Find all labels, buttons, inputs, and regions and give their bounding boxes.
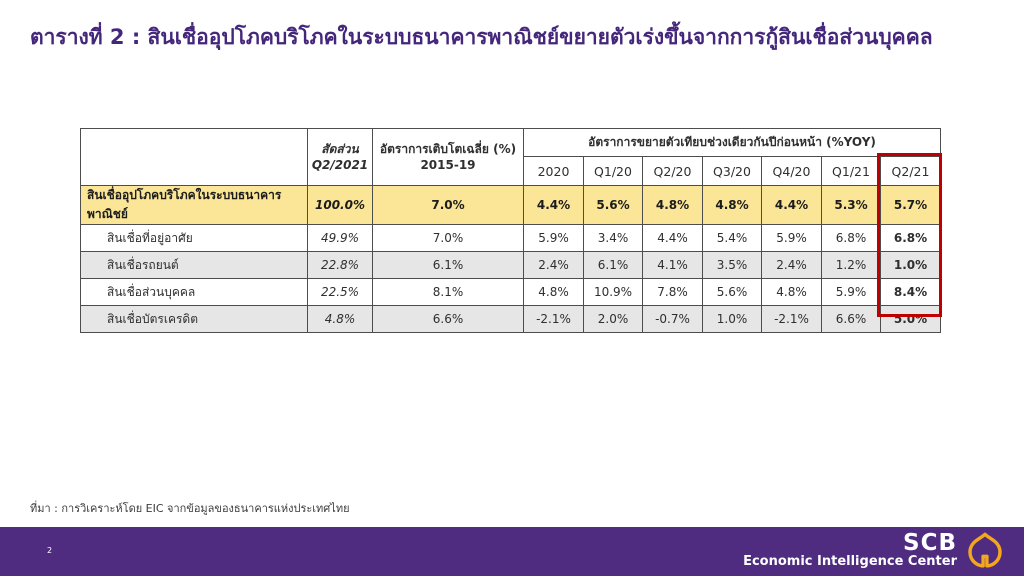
yoy-value: -2.1% [761, 305, 822, 333]
avg-growth-value: 7.0% [372, 224, 524, 252]
yoy-value: 4.4% [642, 224, 703, 252]
quarter-column-header: Q1/21 [821, 156, 881, 186]
share-header-line1: สัดส่วน [321, 142, 359, 156]
credit-table-zone: สัดส่วน Q2/2021 อัตราการเติบโตเฉลี่ย (%)… [80, 128, 944, 333]
yoy-value: 6.8% [821, 224, 881, 252]
credit-type-label: สินเชื่อที่อยู่อาศัย [80, 224, 308, 252]
quarter-column-header: Q3/20 [702, 156, 762, 186]
yoy-value: 1.0% [702, 305, 762, 333]
yoy-value: 2.4% [761, 251, 822, 279]
table-row: สินเชื่อรถยนต์ 22.8% 6.1% 2.4% 6.1% 4.1% 3.5% 2… [80, 251, 941, 279]
quarter-column-header: Q2/21 [880, 156, 941, 186]
page-title: ตารางที่ 2 : สินเชื่ออุปโภคบริโภคในระบบธ… [30, 25, 933, 49]
yoy-value: 5.3% [821, 185, 881, 225]
avg-growth-column-header: อัตราการเติบโตเฉลี่ย (%) 2015-19 [372, 128, 524, 186]
header-row-top: สัดส่วน Q2/2021 อัตราการเติบโตเฉลี่ย (%)… [80, 128, 941, 186]
credit-type-label: สินเชื่อบัตรเครดิต [80, 305, 308, 333]
quarter-header-row: 2020 Q1/20 Q2/20 Q3/20 Q4/20 Q1/21 Q2/21 [81, 156, 941, 186]
yoy-value: 4.8% [523, 278, 584, 306]
yoy-value: 2.4% [523, 251, 584, 279]
yoy-value: 4.8% [761, 278, 822, 306]
avg-growth-value: 7.0% [372, 185, 524, 225]
yoy-value: -2.1% [523, 305, 584, 333]
avg-growth-value: 8.1% [372, 278, 524, 306]
yoy-value: 5.0% [880, 305, 941, 333]
share-value: 22.5% [307, 278, 373, 306]
table-row: สินเชื่ออุปโภคบริโภคในระบบธนาคารพาณิชย์ 1… [80, 185, 941, 225]
avg-growth-value: 6.6% [372, 305, 524, 333]
brand-text: SCB Economic Intelligence Center [743, 530, 957, 570]
eic-label: Economic Intelligence Center [743, 554, 957, 569]
yoy-value: 4.4% [761, 185, 822, 225]
avg-growth-header-line1: อัตราการเติบโตเฉลี่ย (%) [379, 142, 517, 156]
yoy-group-header: อัตราการขยายตัวเทียบช่วงเดียวกันปีก่อนหน… [523, 128, 941, 157]
yoy-value: 4.1% [642, 251, 703, 279]
table-row: สินเชื่อส่วนบุคคล 22.5% 8.1% 4.8% 10.9% 7.8% 5… [80, 278, 941, 306]
yoy-value: 3.5% [702, 251, 762, 279]
share-value: 22.8% [307, 251, 373, 279]
yoy-value: 7.8% [642, 278, 703, 306]
table-body: สินเชื่ออุปโภคบริโภคในระบบธนาคารพาณิชย์ 1… [80, 185, 941, 333]
share-header-line2: Q2/2021 [311, 158, 369, 172]
quarter-column-header: Q4/20 [761, 156, 822, 186]
share-value: 100.0% [307, 185, 373, 225]
yoy-value: 5.9% [761, 224, 822, 252]
corner-empty-cell [80, 128, 308, 186]
share-value: 4.8% [307, 305, 373, 333]
table-row: สินเชื่อที่อยู่อาศัย 49.9% 7.0% 5.9% 3.4% 4.4… [80, 224, 941, 252]
credit-type-label: สินเชื่อรถยนต์ [80, 251, 308, 279]
share-value: 49.9% [307, 224, 373, 252]
yoy-value: 4.8% [642, 185, 703, 225]
credit-type-label: สินเชื่ออุปโภคบริโภคในระบบธนาคารพาณิชย์ [80, 185, 308, 225]
avg-growth-value: 6.1% [372, 251, 524, 279]
yoy-value: 5.6% [702, 278, 762, 306]
yoy-value: 5.9% [821, 278, 881, 306]
yoy-value: 1.0% [880, 251, 941, 279]
yoy-value: 2.0% [583, 305, 643, 333]
yoy-value: 5.9% [523, 224, 584, 252]
scb-logo-icon [968, 532, 1002, 568]
yoy-value: 5.7% [880, 185, 941, 225]
yoy-value: 4.4% [523, 185, 584, 225]
yoy-value: 6.6% [821, 305, 881, 333]
quarter-column-header: Q1/20 [583, 156, 643, 186]
yoy-value: 5.4% [702, 224, 762, 252]
yoy-value: 8.4% [880, 278, 941, 306]
brand-block: SCB Economic Intelligence Center [743, 532, 1004, 570]
yoy-value: 10.9% [583, 278, 643, 306]
quarter-column-header: Q2/20 [642, 156, 703, 186]
credit-type-label: สินเชื่อส่วนบุคคล [80, 278, 308, 306]
share-column-header: สัดส่วน Q2/2021 [307, 128, 373, 186]
yoy-value: 1.2% [821, 251, 881, 279]
quarter-column-header: 2020 [523, 156, 584, 186]
avg-growth-header-line2: 2015-19 [420, 158, 476, 172]
page-number: 2 [47, 546, 53, 555]
yoy-value: -0.7% [642, 305, 703, 333]
yoy-value: 6.8% [880, 224, 941, 252]
yoy-value: 4.8% [702, 185, 762, 225]
table-row: สินเชื่อบัตรเครดิต 4.8% 6.6% -2.1% 2.0% -0.7%… [80, 305, 941, 333]
scb-wordmark: SCB [903, 530, 957, 556]
yoy-value: 5.6% [583, 185, 643, 225]
consumer-credit-table: สัดส่วน Q2/2021 อัตราการเติบโตเฉลี่ย (%)… [80, 128, 941, 333]
footer-bar: 2 SCB Economic Intelligence Center [0, 527, 1024, 576]
yoy-value: 6.1% [583, 251, 643, 279]
yoy-value: 3.4% [583, 224, 643, 252]
source-note: ที่มา : การวิเคราะห์โดย EIC จากข้อมูลของ… [30, 502, 350, 515]
